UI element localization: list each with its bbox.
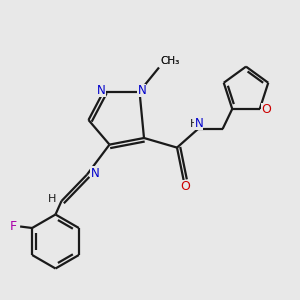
Text: O: O (261, 103, 271, 116)
Text: N: N (91, 167, 99, 180)
Text: CH₃: CH₃ (160, 56, 180, 66)
Text: H: H (48, 194, 56, 204)
Text: CH₃: CH₃ (160, 56, 180, 67)
Text: O: O (180, 180, 190, 193)
Text: N: N (137, 84, 146, 97)
Text: H: H (190, 118, 199, 129)
Text: F: F (10, 220, 17, 233)
Text: N: N (194, 117, 203, 130)
Text: N: N (97, 84, 106, 97)
